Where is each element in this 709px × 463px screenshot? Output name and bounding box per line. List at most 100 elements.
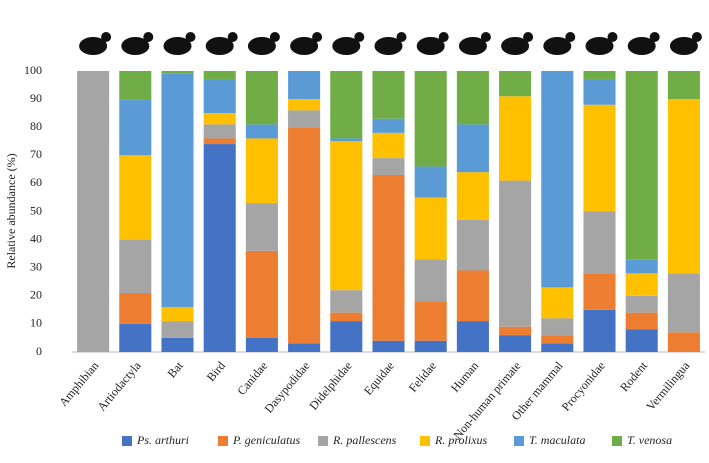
animal-silhouette [501,37,530,55]
legend-label: P. geniculatus [232,433,300,447]
legend-label: R. pallescens [332,433,397,447]
bar-segment [119,239,152,293]
animal-silhouette [101,32,112,42]
legend-label: T. maculata [529,433,585,447]
y-axis-label: Relative abundance (%) [4,153,18,268]
bar-segment [499,96,532,181]
legend-label: Ps. arthuri [136,433,189,447]
bar-segment [414,166,447,198]
bar-segment [541,71,574,288]
bar-segment [119,292,152,324]
bar-segment [119,155,152,240]
bar-segment [499,180,532,327]
bar-segment [499,326,532,336]
animal-silhouette [205,37,234,55]
bar-segment [541,287,574,319]
bar-segment [583,273,616,310]
y-tick-label: 80 [30,119,42,133]
bar-segment [203,144,236,352]
bar-segment [667,71,700,100]
bar-segment [414,301,447,341]
bar-segment [625,71,658,260]
x-tick-label: Rodent [617,358,650,394]
bar-segment [372,340,405,352]
legend-label: T. venosa [627,433,672,447]
animal-silhouette [480,32,491,42]
bar-segment [161,307,194,322]
animal-silhouette [312,32,323,42]
animal-silhouette [227,32,238,42]
bar-segment [625,273,658,296]
bar-segment [499,71,532,97]
bar-segment [667,332,700,352]
bar-segment [245,337,278,352]
animal-silhouette [585,37,614,55]
bar-segment [161,73,194,308]
animal-silhouette [627,37,656,55]
y-tick-label: 30 [30,259,42,273]
bar-segment [203,113,236,125]
animal-silhouette [374,37,403,55]
animal-silhouette [649,32,660,42]
bar-segment [499,335,532,352]
bar-segment [583,79,616,105]
bar-segment [288,99,321,111]
animal-silhouette [247,37,276,55]
y-tick-label: 100 [24,63,42,77]
x-tick-label: Equidae [361,359,397,398]
bar-segment [372,158,405,175]
bar-segment [583,211,616,274]
x-tick-label: Amphibian [56,359,101,409]
bar-segment [625,295,658,313]
bar-segment [541,343,574,352]
x-tick-label: Canidae [234,359,270,398]
animal-silhouette [79,37,108,55]
bar-segment [330,138,363,142]
bar-segment [119,99,152,156]
y-tick-label: 40 [30,231,42,245]
animal-silhouette [290,37,319,55]
animal-silhouette [543,37,572,55]
legend-swatch [122,436,132,446]
bar-segment [288,127,321,344]
bar-segment [414,340,447,352]
animal-silhouette [565,32,576,42]
bar-segment [245,203,278,251]
y-tick-label: 20 [30,288,42,302]
bar-segment [161,71,194,74]
bar-segment [625,259,658,274]
bar-segment [77,71,110,352]
bar-segment [456,219,489,271]
animal-silhouette [185,32,196,42]
bar-segment [583,309,616,352]
bar-segment [372,71,405,119]
y-tick-label: 60 [30,175,42,189]
bar-segment [414,259,447,302]
bar-segment [414,197,447,260]
legend-swatch [218,436,228,446]
legend-swatch [514,436,524,446]
y-tick-label: 10 [30,316,42,330]
bar-segment [288,343,321,352]
x-tick-label: Didelphidae [306,359,354,413]
bar-segment [456,321,489,352]
bar-segment [288,71,321,100]
bar-segment [288,110,321,128]
bar-segment [203,124,236,139]
x-tick-label: Bat [164,358,186,380]
animal-silhouette [458,37,487,55]
bar-segment [330,312,363,322]
y-tick-label: 0 [36,344,42,358]
bar-segment [161,321,194,338]
bar-segment [245,138,278,204]
bar-segment [245,71,278,125]
legend-swatch [318,436,328,446]
bar-segment [330,321,363,352]
animal-silhouette [607,32,618,42]
animal-silhouette [354,32,365,42]
bar-segment [245,250,278,338]
bar-segment [161,337,194,352]
legend-label: R. prolixus [434,433,488,447]
bar-segment [372,174,405,341]
x-tick-label: Human [448,359,481,395]
